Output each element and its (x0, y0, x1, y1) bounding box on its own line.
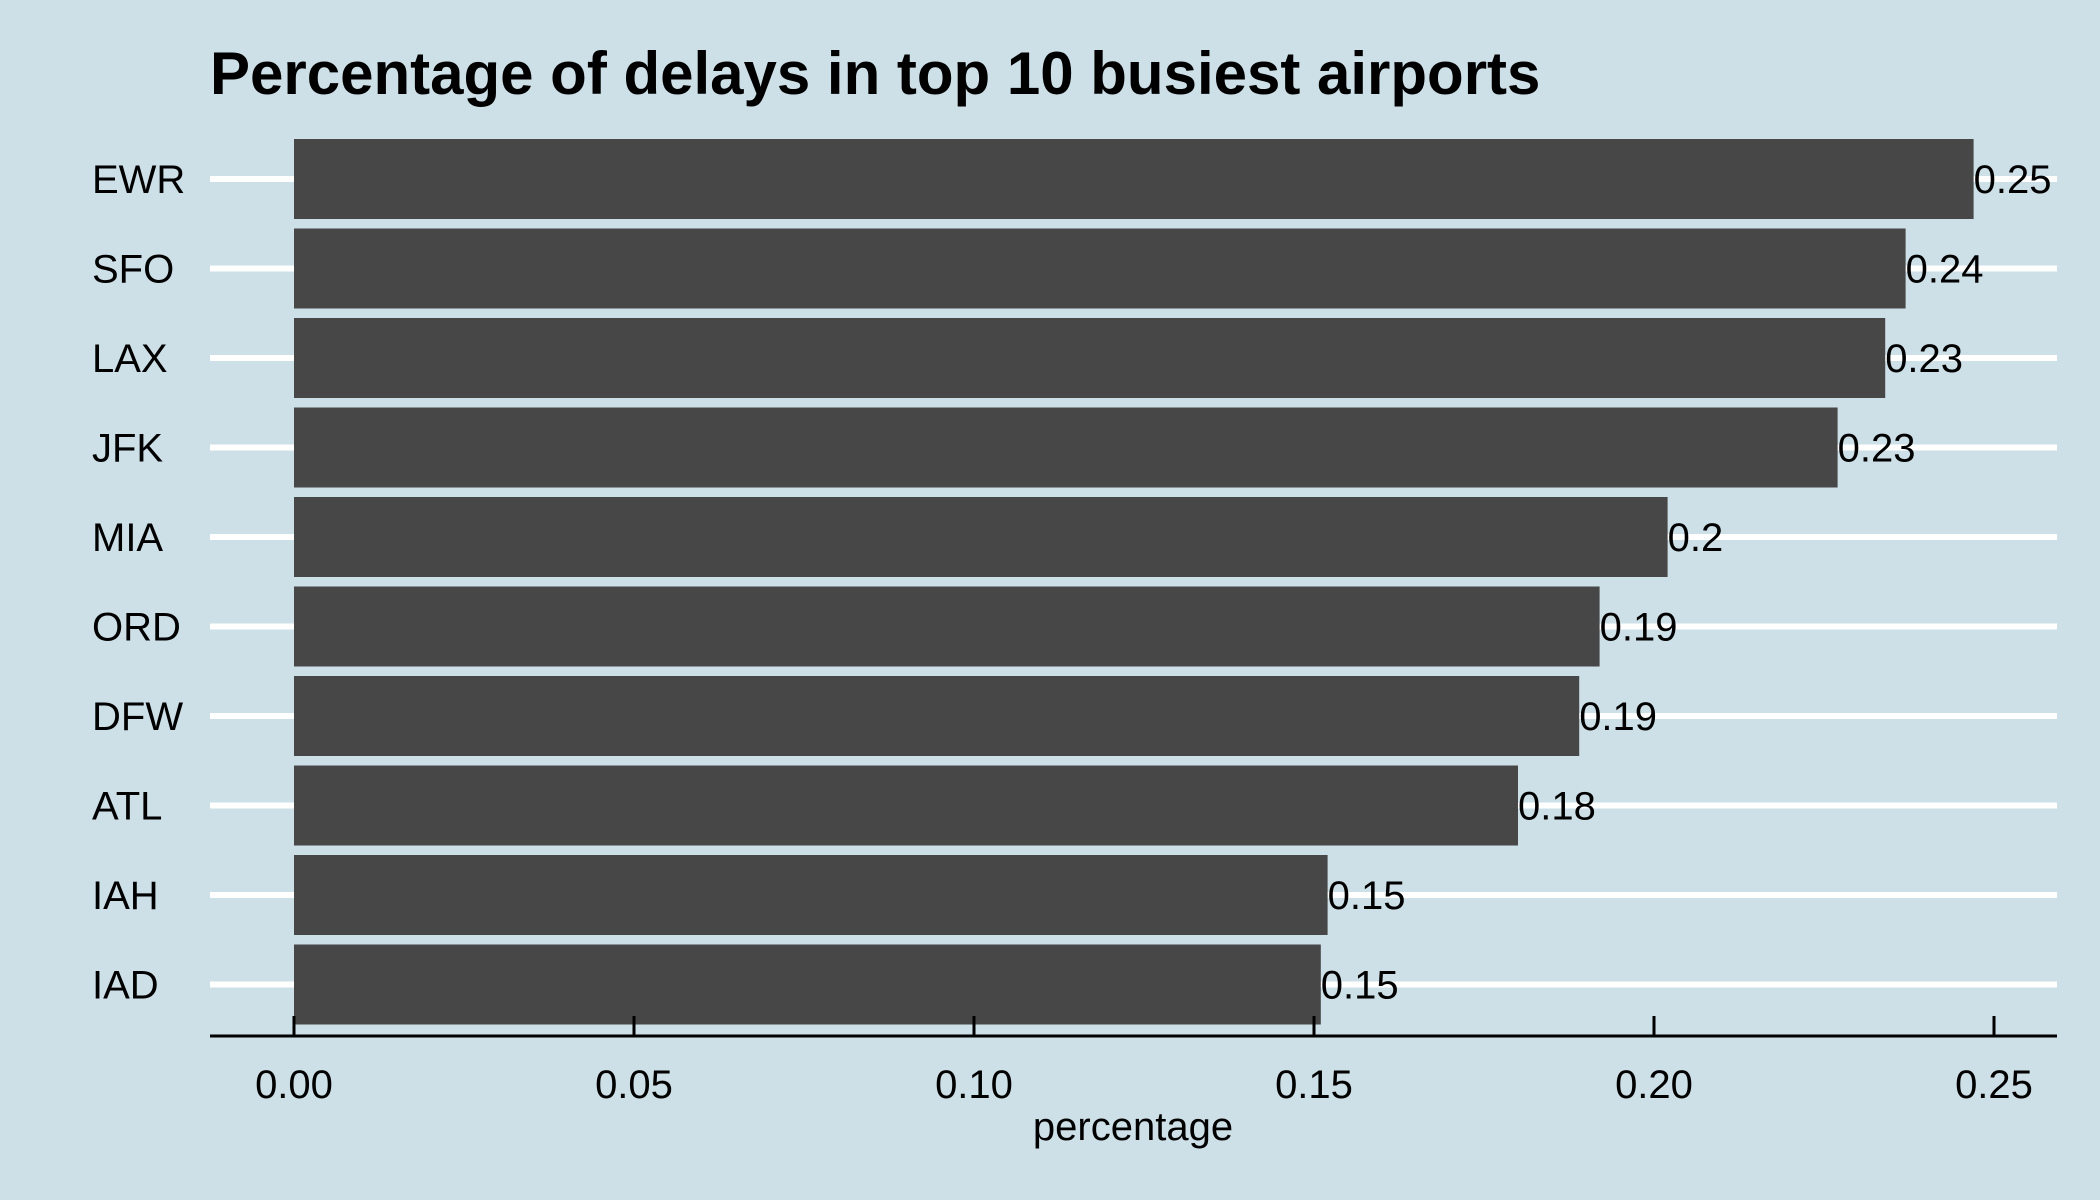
data-label-ewr: 0.25 (1974, 158, 2052, 202)
data-label-dfw: 0.19 (1579, 695, 1657, 739)
category-label-sfo: SFO (92, 248, 174, 292)
category-label-lax: LAX (92, 337, 168, 381)
bar-lax (294, 318, 1886, 398)
category-label-atl: ATL (92, 785, 162, 829)
category-label-iad: IAD (92, 964, 159, 1008)
x-axis: 0.00 0.05 0.10 0.15 0.20 0.25 (210, 1016, 2057, 1107)
data-labels: 0.25 0.24 0.23 0.23 0.2 0.19 0.19 0.18 0.15 0.15 (1321, 158, 2052, 1008)
category-label-dfw: DFW (92, 695, 183, 739)
bar-mia (294, 497, 1668, 577)
category-label-jfk: JFK (92, 427, 163, 471)
data-label-sfo: 0.24 (1906, 248, 1984, 292)
chart-title: Percentage of delays in top 10 busiest a… (210, 40, 1540, 107)
data-label-iad: 0.15 (1321, 964, 1399, 1008)
bar-iah (294, 855, 1328, 935)
category-labels: EWR SFO LAX JFK MIA ORD DFW ATL IAH IAD (92, 158, 185, 1008)
bar-iad (294, 944, 1321, 1025)
x-tick-label-4: 0.20 (1615, 1063, 1693, 1107)
category-label-ord: ORD (92, 606, 181, 650)
x-axis-title: percentage (1033, 1105, 1233, 1149)
bars (294, 139, 1974, 1025)
x-tick-label-5: 0.25 (1955, 1063, 2033, 1107)
x-tick-label-0: 0.00 (255, 1063, 333, 1107)
data-label-mia: 0.2 (1668, 516, 1724, 560)
x-tick-label-3: 0.15 (1275, 1063, 1353, 1107)
data-label-lax: 0.23 (1885, 337, 1963, 381)
category-label-mia: MIA (92, 516, 163, 560)
x-tick-label-2: 0.10 (935, 1063, 1013, 1107)
bar-atl (294, 765, 1518, 846)
x-tick-label-1: 0.05 (595, 1063, 673, 1107)
category-label-ewr: EWR (92, 158, 185, 202)
data-label-ord: 0.19 (1600, 606, 1678, 650)
bar-sfo (294, 228, 1906, 309)
bar-ewr (294, 139, 1974, 219)
data-label-atl: 0.18 (1518, 785, 1596, 829)
data-label-jfk: 0.23 (1838, 427, 1916, 471)
data-label-iah: 0.15 (1328, 874, 1406, 918)
bar-ord (294, 586, 1600, 667)
bar-jfk (294, 407, 1838, 488)
category-label-iah: IAH (92, 874, 159, 918)
bar-dfw (294, 676, 1580, 756)
